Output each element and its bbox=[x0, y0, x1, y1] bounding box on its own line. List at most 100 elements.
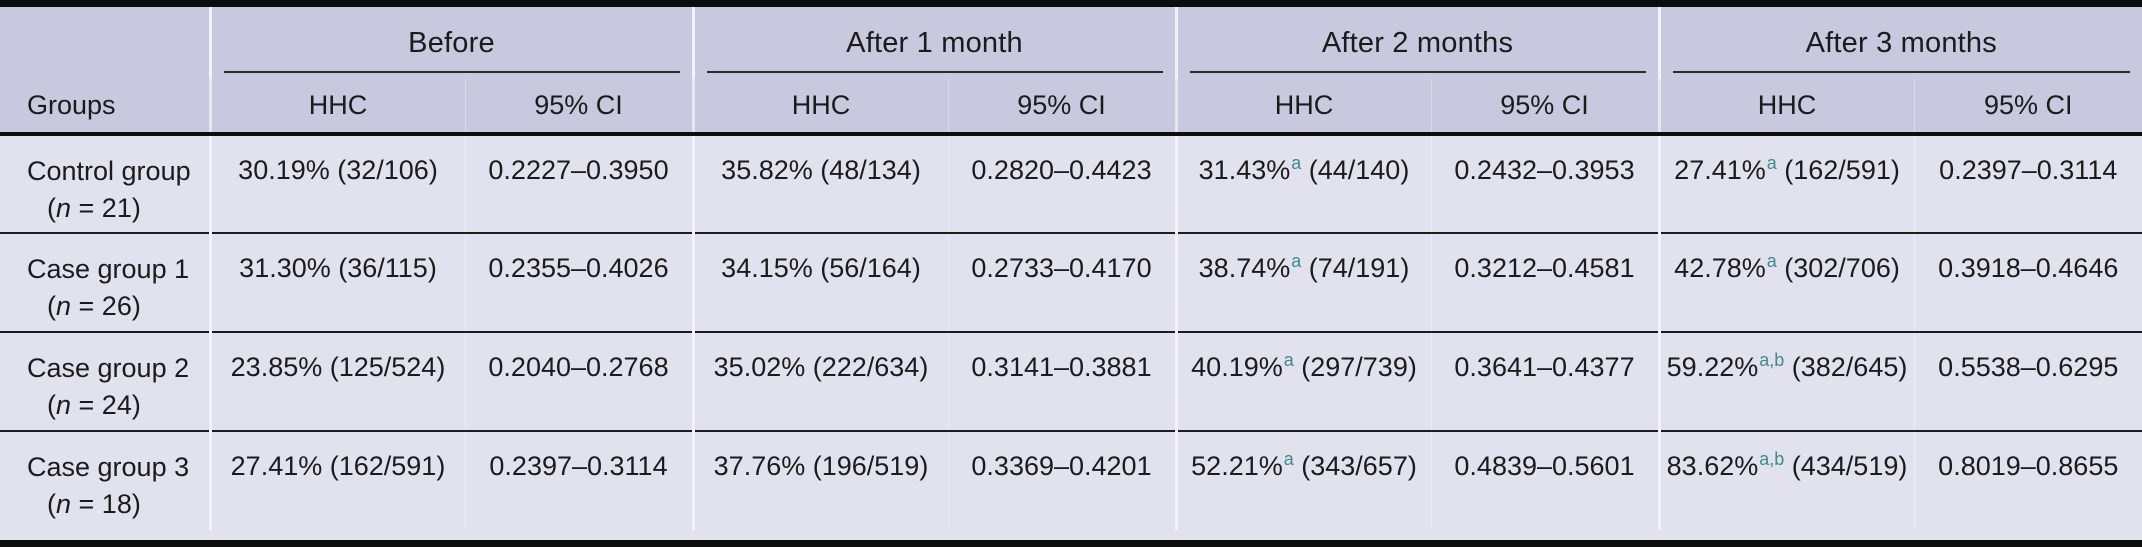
colgroup-underline bbox=[706, 71, 1163, 73]
group-name: Case group 3 bbox=[27, 452, 190, 482]
row-group-label: Case group 1 (n = 26) bbox=[0, 233, 210, 332]
ci-value-cell: 0.3369–0.4201 bbox=[947, 431, 1176, 530]
ci-value-cell: 0.3641–0.4377 bbox=[1430, 332, 1660, 431]
hhc-value-cell: 34.15% (56/164) bbox=[691, 233, 948, 332]
colgroup-after-1-month: After 1 month bbox=[691, 7, 1176, 79]
subheader-hhc: HHC bbox=[691, 79, 948, 134]
significance-note: a,b bbox=[1759, 350, 1785, 370]
hhc-fraction: (48/134) bbox=[812, 155, 921, 185]
hhc-fraction: (382/645) bbox=[1784, 352, 1908, 382]
hhc-fraction: (162/591) bbox=[322, 451, 446, 481]
row-group-label: Case group 3 (n = 18) bbox=[0, 431, 210, 530]
ci-value-cell: 0.2733–0.4170 bbox=[947, 233, 1176, 332]
group-n-count: (n = 24) bbox=[47, 390, 141, 421]
header-sub-row: Groups HHC 95% CI HHC 95% CI HHC 95% CI … bbox=[0, 79, 2142, 134]
hhc-percent: 37.76% bbox=[713, 451, 806, 481]
colgroup-label: After 3 months bbox=[1805, 26, 1997, 59]
hhc-percent: 27.41% bbox=[1674, 155, 1766, 185]
hhc-fraction: (56/164) bbox=[812, 253, 921, 283]
table-row: Case group 3 (n = 18) 27.41% (162/591) 0.23… bbox=[0, 431, 2142, 530]
colgroup-underline bbox=[223, 71, 680, 73]
groups-column-header: Groups bbox=[27, 90, 116, 120]
colgroup-underline bbox=[1672, 71, 2131, 73]
colgroup-underline bbox=[1189, 71, 1646, 73]
hhc-value-cell: 31.30% (36/115) bbox=[208, 233, 465, 332]
significance-note: a bbox=[1766, 153, 1777, 173]
colgroup-after-3-months: After 3 months bbox=[1657, 7, 2142, 79]
ci-value-cell: 0.5538–0.6295 bbox=[1913, 332, 2142, 431]
group-n-count: (n = 21) bbox=[47, 193, 141, 224]
colgroup-before: Before bbox=[208, 7, 693, 79]
hhc-value-cell: 83.62%a,b (434/519) bbox=[1657, 431, 1915, 530]
hhc-value-cell: 40.19%a (297/739) bbox=[1174, 332, 1431, 431]
hhc-percent: 59.22% bbox=[1666, 352, 1759, 382]
ci-value-cell: 0.2820–0.4423 bbox=[947, 134, 1176, 233]
group-name: Case group 2 bbox=[27, 353, 190, 383]
hhc-value-cell: 35.82% (48/134) bbox=[691, 134, 948, 233]
hhc-fraction: (125/524) bbox=[322, 352, 446, 382]
hhc-fraction: (297/739) bbox=[1293, 352, 1417, 382]
hhc-percent: 27.41% bbox=[230, 451, 323, 481]
hhc-value-cell: 38.74%a (74/191) bbox=[1174, 233, 1431, 332]
hhc-fraction: (343/657) bbox=[1293, 451, 1417, 481]
hhc-value-cell: 27.41%a (162/591) bbox=[1657, 134, 1915, 233]
hhc-value-cell: 59.22%a,b (382/645) bbox=[1657, 332, 1915, 431]
significance-note: a bbox=[1283, 350, 1294, 370]
hhc-fraction: (196/519) bbox=[805, 451, 929, 481]
group-name: Control group bbox=[27, 156, 191, 186]
colgroup-label: After 2 months bbox=[1321, 26, 1514, 59]
colgroup-label: After 1 month bbox=[846, 26, 1023, 59]
hhc-fraction: (302/706) bbox=[1776, 253, 1900, 283]
significance-note: a bbox=[1283, 449, 1294, 469]
significance-note: a bbox=[1291, 251, 1302, 271]
hhc-fraction: (36/115) bbox=[330, 253, 437, 283]
group-name: Case group 1 bbox=[27, 254, 190, 284]
hhc-fraction: (434/519) bbox=[1784, 451, 1908, 481]
group-n-count: (n = 26) bbox=[47, 291, 141, 322]
hhc-value-cell: 52.21%a (343/657) bbox=[1174, 431, 1431, 530]
table-row: Control group (n = 21) 30.19% (32/106) 0.22… bbox=[0, 134, 2142, 233]
ci-value-cell: 0.2397–0.3114 bbox=[464, 431, 693, 530]
subheader-ci: 95% CI bbox=[464, 79, 693, 134]
ci-value-cell: 0.2227–0.3950 bbox=[464, 134, 693, 233]
hhc-fraction: (162/591) bbox=[1776, 155, 1900, 185]
hhc-value-cell: 30.19% (32/106) bbox=[208, 134, 465, 233]
ci-value-cell: 0.2355–0.4026 bbox=[464, 233, 693, 332]
hhc-percent: 31.30% bbox=[239, 253, 331, 283]
subheader-hhc: HHC bbox=[1657, 79, 1915, 134]
hhc-value-cell: 42.78%a (302/706) bbox=[1657, 233, 1915, 332]
hhc-value-cell: 37.76% (196/519) bbox=[691, 431, 948, 530]
ci-value-cell: 0.3141–0.3881 bbox=[947, 332, 1176, 431]
hhc-percent: 30.19% bbox=[238, 155, 330, 185]
hhc-percent: 31.43% bbox=[1198, 155, 1291, 185]
subheader-ci: 95% CI bbox=[1430, 79, 1660, 134]
subheader-hhc: HHC bbox=[1174, 79, 1431, 134]
hhc-percent: 42.78% bbox=[1674, 253, 1766, 283]
row-group-label: Control group (n = 21) bbox=[0, 134, 210, 233]
hhc-percent: 38.74% bbox=[1198, 253, 1291, 283]
hhc-value-cell: 31.43%a (44/140) bbox=[1174, 134, 1431, 233]
colgroup-after-2-months: After 2 months bbox=[1174, 7, 1660, 79]
header-group-row: Before After 1 month After 2 months Afte… bbox=[0, 7, 2142, 79]
header-corner bbox=[0, 7, 210, 79]
ci-value-cell: 0.8019–0.8655 bbox=[1913, 431, 2142, 530]
table-row: Case group 1 (n = 26) 31.30% (36/115) 0.235… bbox=[0, 233, 2142, 332]
table-row: Case group 2 (n = 24) 23.85% (125/524) 0.20… bbox=[0, 332, 2142, 431]
hhc-percent: 23.85% bbox=[230, 352, 323, 382]
hhc-fraction: (44/140) bbox=[1301, 155, 1410, 185]
table-body: Control group (n = 21) 30.19% (32/106) 0.22… bbox=[0, 134, 2142, 530]
subheader-ci: 95% CI bbox=[1913, 79, 2142, 134]
subheader-ci: 95% CI bbox=[947, 79, 1176, 134]
table-header: Before After 1 month After 2 months Afte… bbox=[0, 7, 2142, 134]
ci-value-cell: 0.4839–0.5601 bbox=[1430, 431, 1660, 530]
hhc-value-cell: 27.41% (162/591) bbox=[208, 431, 465, 530]
group-n-count: (n = 18) bbox=[47, 489, 141, 520]
hhc-percent: 83.62% bbox=[1666, 451, 1759, 481]
significance-note: a bbox=[1291, 153, 1302, 173]
hhc-value-cell: 35.02% (222/634) bbox=[691, 332, 948, 431]
colgroup-label: Before bbox=[408, 26, 495, 59]
hhc-percent: 35.82% bbox=[721, 155, 813, 185]
significance-note: a,b bbox=[1759, 449, 1785, 469]
hhc-percent: 34.15% bbox=[721, 253, 813, 283]
